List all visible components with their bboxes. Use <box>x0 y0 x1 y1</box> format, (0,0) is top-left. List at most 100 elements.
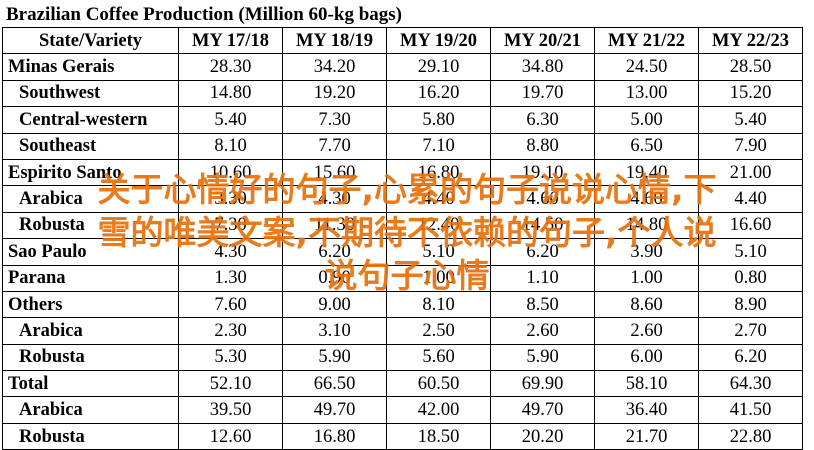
table-cell-value: 5.90 <box>282 343 387 372</box>
table-cell-value: 69.90 <box>490 370 595 398</box>
table-cell-value: 3.30 <box>178 185 283 213</box>
table-cell-value: 8.50 <box>490 290 595 319</box>
table-cell-value: 41.50 <box>698 396 803 424</box>
row-label: Sao Paulo <box>2 238 179 266</box>
table-cell-value: 7.70 <box>282 132 387 160</box>
table-cell-value: 7.60 <box>178 290 283 319</box>
header-row: State/Variety MY 17/18 MY 18/19 MY 19/20… <box>2 26 803 55</box>
row-label: Southwest <box>2 79 179 108</box>
table-cell-value: 7.10 <box>386 132 491 160</box>
table-cell-value: 16.20 <box>386 79 491 108</box>
table-cell-value: 16.60 <box>698 211 803 240</box>
table-cell-value: 39.50 <box>178 396 283 424</box>
table-cell-value: 15.20 <box>698 79 803 108</box>
column-header-my-19-20: MY 19/20 <box>386 26 491 55</box>
table-cell-value: 6.50 <box>594 132 699 160</box>
column-header-my-22-23: MY 22/23 <box>698 26 803 55</box>
table-cell-value: 5.60 <box>386 343 491 372</box>
table-cell-value: 4.40 <box>698 185 803 213</box>
table-cell-value: 24.50 <box>594 53 699 81</box>
row-label: Robusta <box>2 343 179 372</box>
column-header-state-variety: State/Variety <box>2 26 179 55</box>
table-cell-value: 5.30 <box>178 343 283 372</box>
table-cell-value: 58.10 <box>594 370 699 398</box>
table-cell-value: 12.60 <box>178 422 283 450</box>
row-label: Arabica <box>2 396 179 424</box>
table-cell-value: 49.70 <box>282 396 387 424</box>
table-cell-value: 5.00 <box>594 106 699 134</box>
column-header-my-17-18: MY 17/18 <box>178 26 283 55</box>
table-cell-value: 64.30 <box>698 370 803 398</box>
table-cell-value: 12.40 <box>386 211 491 240</box>
table-row: Total 52.10 66.50 60.50 69.90 58.10 64.30 <box>2 370 803 398</box>
table-cell-value: 5.90 <box>490 343 595 372</box>
table-row: Arabica 39.50 49.70 42.00 49.70 36.40 41.50 <box>2 396 803 424</box>
table-cell-value: 2.50 <box>386 317 491 345</box>
table-cell-value: 21.70 <box>594 422 699 450</box>
table-cell-value: 7.90 <box>698 132 803 160</box>
table-cell-value: 5.10 <box>386 238 491 266</box>
row-label: Robusta <box>2 211 179 240</box>
table-cell-value: 11.30 <box>282 211 387 240</box>
table-row: Arabica 2.30 3.10 2.50 2.60 2.60 2.70 <box>2 317 803 345</box>
table-cell-value: 6.20 <box>698 343 803 372</box>
table-cell-value: 1.30 <box>178 264 283 292</box>
table-cell-value: 4.30 <box>282 185 387 213</box>
table-cell-value: 2.60 <box>594 317 699 345</box>
column-header-my-21-22: MY 21/22 <box>594 26 699 55</box>
table-row: Robusta 7.30 11.30 12.40 14.50 14.80 16.60 <box>2 211 803 240</box>
table-cell-value: 5.10 <box>698 238 803 266</box>
table-cell-value: 6.20 <box>490 238 595 266</box>
table-cell-value: 49.70 <box>490 396 595 424</box>
row-label: Arabica <box>2 317 179 345</box>
table-cell-value: 28.30 <box>178 53 283 81</box>
table-cell-value: 28.50 <box>698 53 803 81</box>
column-header-my-18-19: MY 18/19 <box>282 26 387 55</box>
table-cell-value: 66.50 <box>282 370 387 398</box>
table-cell-value: 0.90 <box>282 264 387 292</box>
table-cell-value: 29.10 <box>386 53 491 81</box>
table-cell-value: 20.20 <box>490 422 595 450</box>
table-cell-value: 34.20 <box>282 53 387 81</box>
column-header-my-20-21: MY 20/21 <box>490 26 595 55</box>
table-cell-value: 1.00 <box>386 264 491 292</box>
row-label: Espirito Santo <box>2 158 179 187</box>
table-cell-value: 16.80 <box>386 158 491 187</box>
table-cell-value: 4.60 <box>490 185 595 213</box>
table-cell-value: 52.10 <box>178 370 283 398</box>
table-cell-value: 18.50 <box>386 422 491 450</box>
table-cell-value: 22.80 <box>698 422 803 450</box>
table-row: Minas Gerais 28.30 34.20 29.10 34.80 24.50 28.… <box>2 53 803 81</box>
table-row: Sao Paulo 4.30 6.20 5.10 6.20 3.90 5.10 <box>2 238 803 266</box>
table-cell-value: 4.60 <box>594 185 699 213</box>
table-row: Central-western 5.40 7.30 5.80 6.30 5.00 5.40 <box>2 106 803 134</box>
table-cell-value: 4.30 <box>178 238 283 266</box>
table-cell-value: 5.80 <box>386 106 491 134</box>
row-label: Total <box>2 370 179 398</box>
table-cell-value: 8.10 <box>386 290 491 319</box>
table-cell-value: 16.80 <box>282 422 387 450</box>
table-cell-value: 3.90 <box>594 238 699 266</box>
table-cell-value: 6.00 <box>594 343 699 372</box>
table-row: Robusta 12.60 16.80 18.50 20.20 21.70 22.80 <box>2 422 803 450</box>
table-cell-value: 6.20 <box>282 238 387 266</box>
row-label: Others <box>2 290 179 319</box>
table-cell-value: 60.50 <box>386 370 491 398</box>
table-cell-value: 10.60 <box>178 158 283 187</box>
table-cell-value: 14.80 <box>178 79 283 108</box>
table-cell-value: 7.30 <box>178 211 283 240</box>
table-cell-value: 4.40 <box>386 185 491 213</box>
table-cell-value: 34.80 <box>490 53 595 81</box>
table-cell-value: 19.70 <box>490 79 595 108</box>
table-cell-value: 19.20 <box>282 79 387 108</box>
table-row: Others 7.60 9.00 8.10 8.50 8.60 8.90 <box>2 290 803 319</box>
coffee-production-table: State/Variety MY 17/18 MY 18/19 MY 19/20… <box>2 26 803 450</box>
table-cell-value: 5.40 <box>698 106 803 134</box>
table-cell-value: 1.10 <box>490 264 595 292</box>
table-row: Southeast 8.10 7.70 7.10 8.80 6.50 7.90 <box>2 132 803 160</box>
table-cell-value: 19.40 <box>594 158 699 187</box>
table-cell-value: 1.00 <box>594 264 699 292</box>
table-cell-value: 8.90 <box>698 290 803 319</box>
table-cell-value: 9.00 <box>282 290 387 319</box>
table-cell-value: 8.10 <box>178 132 283 160</box>
